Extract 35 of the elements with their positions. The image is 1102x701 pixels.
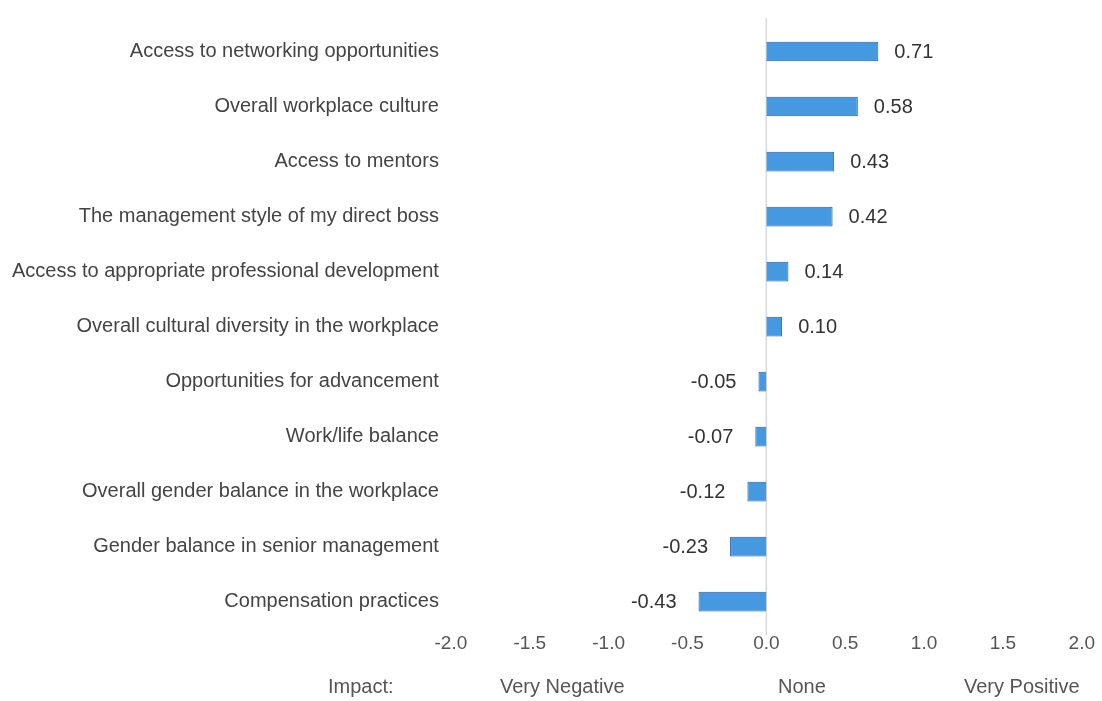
x-tick-label: 1.5 xyxy=(989,631,1017,653)
data-label: 0.42 xyxy=(848,205,888,228)
y-tick-label: Overall cultural diversity in the workplace xyxy=(76,314,439,337)
data-label: -0.43 xyxy=(630,590,677,613)
data-label: -0.07 xyxy=(687,425,734,448)
y-tick-label: The management style of my direct boss xyxy=(78,204,439,227)
y-tick-label: Overall workplace culture xyxy=(214,94,439,117)
x-tick-label: 0.5 xyxy=(832,631,859,653)
data-label: 0.58 xyxy=(873,95,913,118)
y-tick-label: Access to appropriate professional development xyxy=(11,259,440,282)
y-tick-label: Opportunities for advancement xyxy=(165,369,440,392)
y-tick-label: Access to networking opportunities xyxy=(129,39,439,62)
x-tick-label: 2.0 xyxy=(1068,631,1095,653)
x-tick-label: -2.0 xyxy=(434,631,468,653)
data-label: -0.12 xyxy=(679,480,726,503)
y-tick-label: Access to mentors xyxy=(274,149,439,172)
x-tick-label: 1.0 xyxy=(910,631,938,653)
text: Very Negative xyxy=(500,675,625,698)
text: None xyxy=(778,675,826,698)
x-tick-label: -1.5 xyxy=(513,631,547,653)
data-label: 0.43 xyxy=(850,150,890,173)
y-tick-label: Overall gender balance in the workplace xyxy=(82,479,439,502)
y-tick-label: Gender balance in senior management xyxy=(93,534,440,557)
data-label: 0.71 xyxy=(894,40,934,63)
data-label: 0.10 xyxy=(798,315,838,338)
data-label: -0.23 xyxy=(662,535,709,558)
x-tick-label: -1.0 xyxy=(592,631,626,653)
text: Impact: xyxy=(328,675,394,698)
text: Very Positive xyxy=(964,675,1080,698)
x-tick-label: 0.0 xyxy=(753,631,780,653)
y-tick-label: Work/life balance xyxy=(285,424,439,447)
y-tick-label: Compensation practices xyxy=(224,589,439,612)
data-label: -0.05 xyxy=(690,370,737,393)
data-label: 0.14 xyxy=(804,260,844,283)
x-tick-label: -0.5 xyxy=(671,631,704,653)
